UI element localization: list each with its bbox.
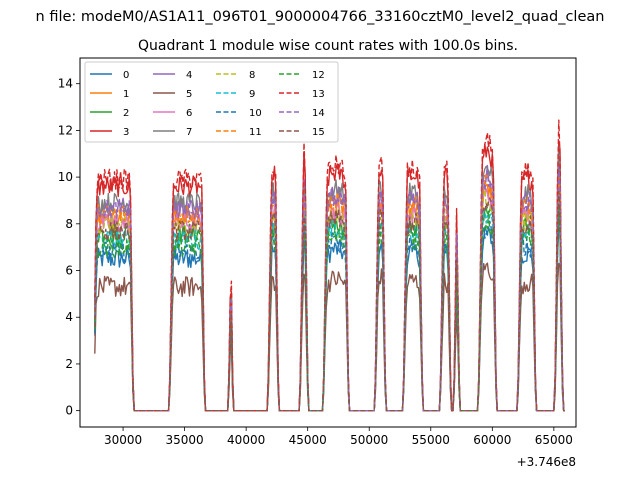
legend-label: 9: [249, 89, 255, 100]
legend-label: 0: [123, 70, 129, 81]
y-tick-label: 6: [65, 264, 73, 278]
x-axis: 30000 35000 40000 45000 50000 55000 60000 65000: [104, 427, 573, 447]
y-tick-label: 8: [65, 217, 73, 231]
legend-label: 15: [312, 127, 325, 138]
legend-label: 12: [312, 70, 325, 81]
plot-frame: [79, 57, 577, 428]
x-offset-label: +3.746e8: [517, 455, 576, 469]
legend-label: 3: [123, 127, 129, 138]
legend-label: 13: [312, 89, 325, 100]
figure-suptitle: n file: modeM0/AS1A11_096T01_9000004766_…: [36, 9, 605, 25]
legend-label: 1: [123, 89, 129, 100]
legend-box: [84, 61, 339, 143]
legend-label: 11: [249, 127, 262, 138]
legend-label: 6: [186, 108, 192, 119]
chart-title: Quadrant 1 module wise count rates with …: [138, 38, 518, 54]
legend-label: 4: [186, 70, 192, 81]
y-tick-label: 4: [65, 310, 73, 324]
x-tick-label: 60000: [473, 433, 511, 447]
y-tick-label: 12: [58, 123, 73, 137]
legend-label: 14: [312, 108, 325, 119]
y-axis: 0 2 4 6 8 10 12 14: [58, 77, 80, 418]
legend-label: 10: [249, 108, 262, 119]
series-line-13: [94, 119, 565, 412]
legend-label: 5: [186, 89, 192, 100]
series-line-9: [94, 207, 565, 412]
x-tick-label: 45000: [289, 433, 327, 447]
x-tick-label: 55000: [412, 433, 450, 447]
legend-label: 7: [186, 127, 192, 138]
legend-label: 8: [249, 70, 255, 81]
y-tick-label: 14: [58, 77, 73, 91]
y-tick-label: 0: [65, 404, 73, 418]
x-tick-label: 65000: [535, 433, 573, 447]
series-line-5: [94, 262, 565, 412]
y-tick-label: 2: [65, 357, 73, 371]
legend-label: 2: [123, 108, 129, 119]
y-tick-label: 10: [58, 170, 73, 184]
series-line-14: [94, 166, 565, 412]
series-line-15: [94, 190, 565, 412]
series-layer: [94, 119, 565, 412]
x-tick-label: 35000: [166, 433, 204, 447]
x-tick-label: 50000: [350, 433, 388, 447]
x-tick-label: 30000: [104, 433, 142, 447]
x-tick-label: 40000: [227, 433, 265, 447]
series-line-12: [94, 207, 565, 412]
